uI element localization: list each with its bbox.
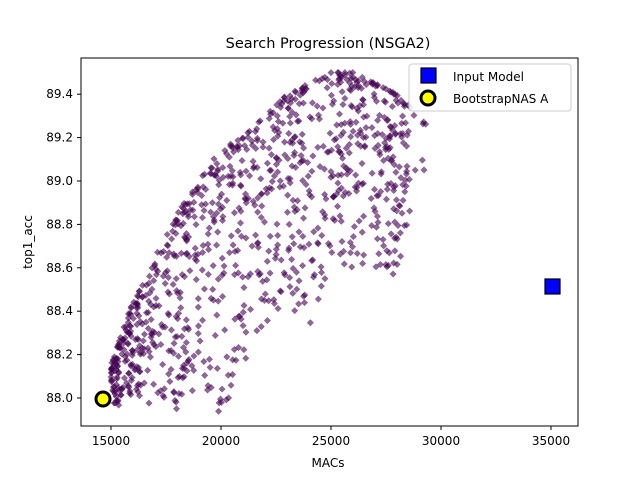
- legend-box: [408, 63, 572, 112]
- x-axis-label: MACs: [312, 456, 345, 470]
- y-axis-label: top1_acc: [21, 215, 35, 269]
- scatter-points: [107, 68, 430, 415]
- y-tick-label: 89.2: [46, 131, 73, 145]
- legend-circle-icon: [419, 89, 437, 107]
- y-tick-label: 88.6: [46, 261, 73, 275]
- legend-square-icon: [420, 67, 437, 84]
- axes-frame: [80, 57, 579, 427]
- x-tick-label: 25000: [312, 434, 350, 448]
- y-tick-label: 88.8: [46, 217, 73, 231]
- bootstrapnas-a-marker: [94, 390, 112, 408]
- legend: Input Model BootstrapNAS A: [408, 63, 572, 112]
- x-tick-label: 35000: [532, 434, 570, 448]
- chart-title: Search Progression (NSGA2): [226, 36, 431, 52]
- y-tick-label: 88.2: [46, 348, 73, 362]
- x-tick-label: 30000: [422, 434, 460, 448]
- y-axis-ticks: 88.0 88.2 88.4 88.6 88.8 89.0 89.2 89.4: [46, 87, 81, 405]
- legend-label-bootstrapnas-a: BootstrapNAS A: [453, 92, 549, 106]
- y-tick-label: 88.0: [46, 391, 73, 405]
- y-tick-label: 89.4: [46, 87, 73, 101]
- input-model-marker: [544, 278, 561, 295]
- y-tick-label: 89.0: [46, 174, 73, 188]
- x-axis-ticks: 15000 20000 25000 30000 35000: [92, 426, 570, 448]
- x-tick-label: 20000: [202, 434, 240, 448]
- x-tick-label: 15000: [92, 434, 130, 448]
- y-tick-label: 88.4: [46, 304, 73, 318]
- legend-label-input-model: Input Model: [453, 70, 524, 84]
